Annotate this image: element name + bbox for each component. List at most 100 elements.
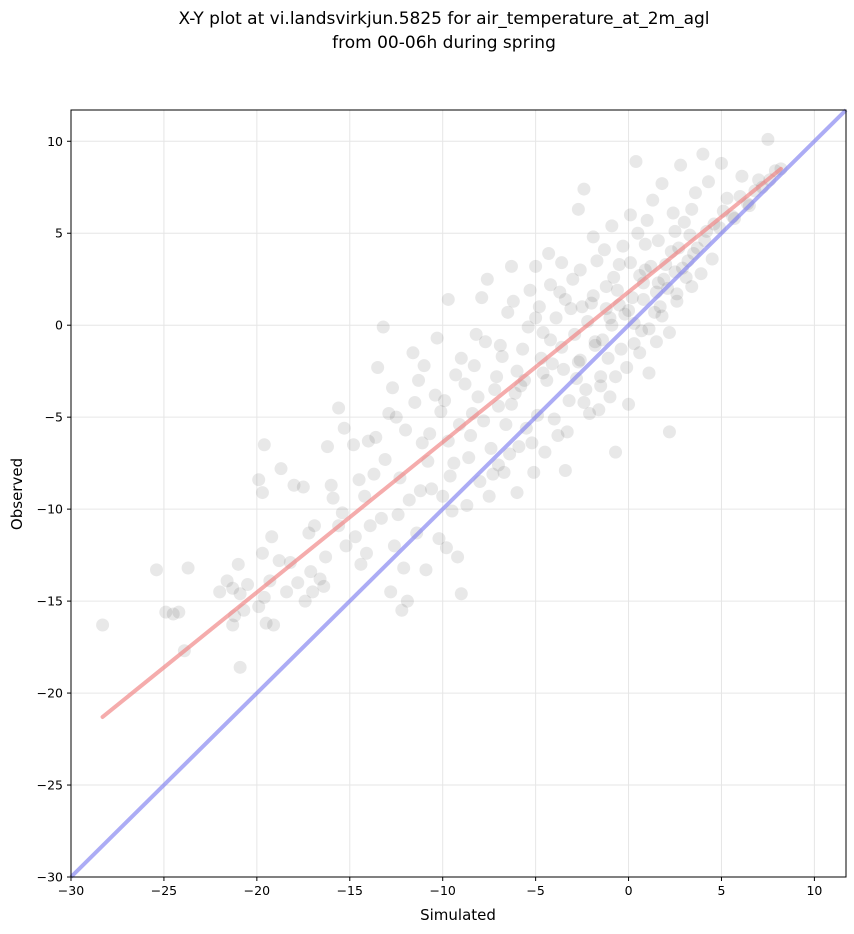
data-point	[622, 303, 636, 317]
data-point	[612, 258, 626, 272]
data-point	[304, 565, 318, 579]
x-tick-label: −20	[244, 883, 270, 898]
data-point	[553, 285, 567, 299]
data-point	[324, 478, 338, 492]
data-point	[627, 337, 641, 351]
data-point	[252, 600, 266, 614]
data-point	[272, 554, 286, 568]
data-point	[259, 616, 273, 630]
data-point	[497, 465, 511, 479]
data-point	[454, 587, 468, 601]
data-point	[503, 447, 517, 461]
data-point	[399, 423, 413, 437]
data-point	[352, 473, 366, 487]
data-point	[298, 594, 312, 608]
data-point	[274, 462, 288, 476]
data-point	[257, 438, 271, 452]
data-point	[478, 335, 492, 349]
y-tick-label: −5	[45, 410, 63, 425]
data-point	[484, 441, 498, 455]
data-point	[443, 469, 457, 483]
data-point	[371, 361, 385, 375]
data-point	[172, 605, 186, 619]
data-point	[296, 480, 310, 494]
data-point	[516, 342, 530, 356]
data-point	[614, 342, 628, 356]
data-point	[579, 383, 593, 397]
data-point	[406, 346, 420, 360]
data-point	[376, 320, 390, 334]
data-point	[636, 292, 650, 306]
data-point	[623, 208, 637, 222]
data-point	[558, 292, 572, 306]
data-point	[488, 383, 502, 397]
data-point	[319, 550, 333, 564]
data-point	[584, 296, 598, 310]
data-point	[434, 405, 448, 419]
data-point	[547, 412, 561, 426]
data-point	[504, 397, 518, 411]
identity-line	[69, 108, 848, 879]
data-point	[642, 322, 656, 336]
data-point	[423, 427, 437, 441]
data-point	[387, 539, 401, 553]
data-point	[583, 406, 597, 420]
data-point	[233, 660, 247, 674]
data-point	[467, 359, 481, 373]
data-point	[620, 361, 634, 375]
data-point	[527, 465, 541, 479]
data-point	[557, 362, 571, 376]
data-point	[603, 311, 617, 325]
data-point	[701, 175, 715, 189]
data-point	[96, 618, 110, 632]
data-point	[332, 401, 346, 415]
data-point	[307, 519, 321, 533]
data-point	[653, 300, 667, 314]
data-point	[688, 186, 702, 200]
data-point	[395, 603, 409, 617]
data-point	[577, 182, 591, 196]
fit-line	[100, 166, 783, 719]
data-point	[685, 202, 699, 216]
data-point	[267, 618, 281, 632]
data-point	[493, 338, 507, 352]
data-point	[280, 585, 294, 599]
x-axis-label: Simulated	[420, 906, 496, 924]
y-axis-label: Observed	[8, 458, 26, 530]
data-point	[538, 445, 552, 459]
data-point	[651, 276, 665, 290]
data-point	[655, 309, 669, 323]
data-point	[532, 300, 546, 314]
data-point	[508, 386, 522, 400]
data-point	[499, 418, 513, 432]
data-point	[360, 546, 374, 560]
data-point	[490, 370, 504, 384]
y-axis-ticks: −30 −25 −20 −15 −10 −5 0 5 10	[37, 134, 71, 885]
data-point	[586, 230, 600, 244]
data-point	[491, 399, 505, 413]
data-point	[339, 539, 353, 553]
data-point	[302, 526, 316, 540]
data-point	[361, 434, 375, 448]
data-point	[159, 605, 173, 619]
data-point	[588, 335, 602, 349]
data-point	[419, 563, 433, 577]
data-point	[677, 215, 691, 229]
data-point	[642, 366, 656, 380]
data-point	[432, 532, 446, 546]
data-point	[445, 504, 459, 518]
y-tick-label: −30	[37, 870, 63, 885]
data-point	[226, 581, 240, 595]
data-point	[648, 305, 662, 319]
data-point	[417, 359, 431, 373]
data-point	[464, 429, 478, 443]
data-point	[670, 287, 684, 301]
data-point	[529, 311, 543, 325]
data-point	[603, 390, 617, 404]
data-point	[596, 333, 610, 347]
data-point	[622, 397, 636, 411]
data-point	[374, 511, 388, 525]
grid	[70, 110, 846, 878]
data-point	[705, 252, 719, 266]
data-point	[594, 370, 608, 384]
